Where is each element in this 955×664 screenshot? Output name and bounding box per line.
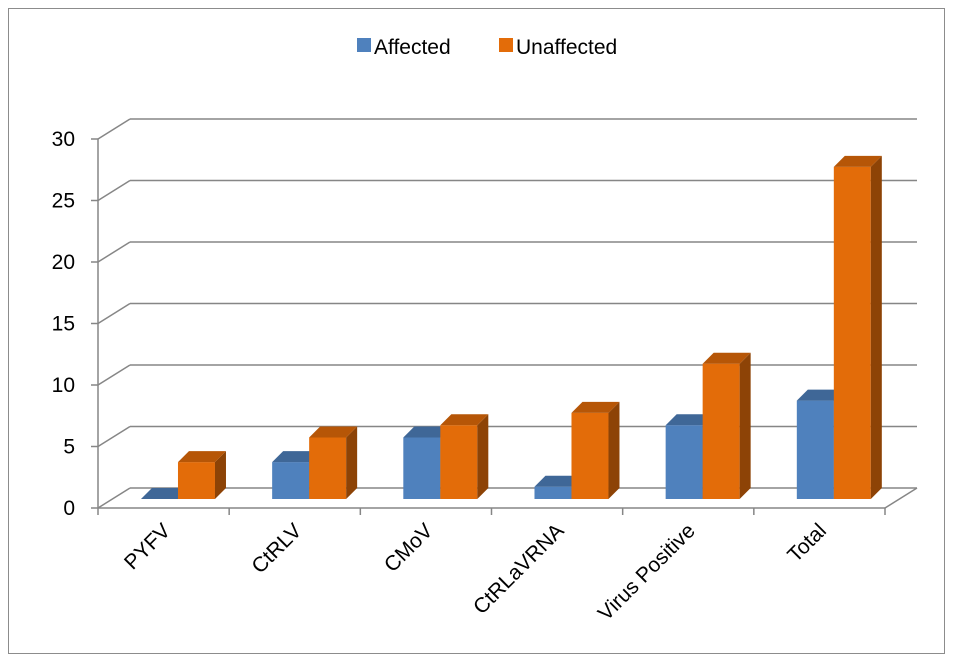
bar-front [272,462,310,499]
y-tick-label: 0 [63,497,75,520]
bar-unaffected-pyfv [177,451,226,499]
axes [91,138,918,515]
gridline-diagonal [97,241,131,263]
gridline-diagonal [97,364,131,386]
gridline-diagonal [97,179,131,202]
legend-swatch-unaffected [499,38,513,52]
gridlines [97,118,917,509]
bar-side [214,451,226,499]
bar-unaffected-ctrlv [309,426,358,499]
x-tick-label: Total [783,519,831,567]
bar-side [870,155,882,499]
bar-side [608,401,620,499]
bar-front [440,425,478,499]
bar-unaffected-total [833,155,882,499]
legend-swatch-affected [357,38,371,52]
bar-front [177,462,215,499]
y-tick-label: 15 [52,313,75,336]
gridline-diagonal [97,302,131,325]
gridline-diagonal [97,425,131,448]
y-tick-label: 30 [52,128,75,151]
bar-front [665,425,703,499]
bar-unaffected-cmov [440,414,489,499]
y-tick-label: 25 [52,190,75,213]
bar-top [177,451,226,463]
bar-front [702,363,740,499]
y-tick-labels: 0 5 10 15 20 25 30 [52,128,75,520]
bar-unaffected-virus-positive [702,352,751,499]
bar-front [833,166,871,499]
bar-top [571,401,620,413]
bar-top [702,352,751,364]
bar-top [534,475,583,487]
bar-affected-total [796,389,845,499]
bar-front [534,486,572,499]
y-tick-label: 10 [52,374,75,397]
bar-top [796,389,845,401]
bar-side [346,426,358,499]
y-tick-label: 5 [63,436,75,459]
bar-top [309,426,358,438]
bar-front [403,437,441,499]
y-tick-label: 20 [52,251,75,274]
x-tick-label: CtRLV [247,519,306,578]
floor-edge [884,487,918,509]
bar-top [272,451,321,463]
bar-front [796,400,834,499]
bar-affected-pyfv [140,488,189,499]
x-tick-label: CMoV [380,519,438,577]
legend: Affected Unaffected [357,36,617,59]
gridline-diagonal [97,118,131,140]
x-tick-label: Virus Positive [594,519,700,625]
chart-frame [8,8,945,654]
bar-front [571,412,609,499]
legend-label-unaffected: Unaffected [516,36,617,59]
x-tick-label: PYFV [120,519,175,574]
gridline-diagonal [97,487,131,509]
bar-side [477,414,489,499]
bar-top [833,155,882,167]
x-tick-label: CtRLaVRNA [469,519,569,619]
bar-side [739,352,751,499]
bar-unaffected-ctrlavrna [571,401,620,499]
legend-label-affected: Affected [374,36,451,59]
bar-front [309,437,347,499]
bar-top [140,488,189,499]
bar-top [403,426,452,438]
bar-top [440,414,489,426]
bar-top [665,414,714,426]
bars [140,155,882,499]
x-tick-labels: PYFV CtRLV CMoV CtRLaVRNA Virus Positive Tota… [120,519,831,625]
